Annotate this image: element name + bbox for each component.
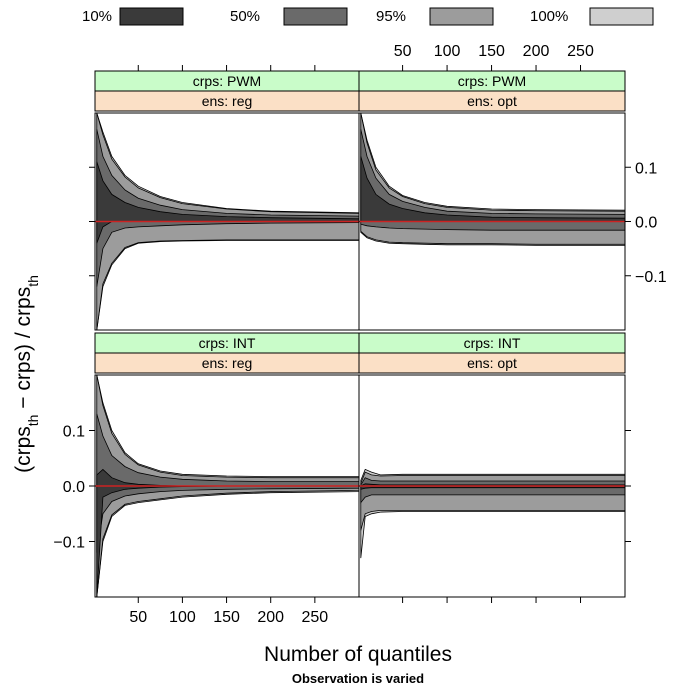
strip-ens-label: ens: opt — [467, 93, 517, 109]
tick-label: 50 — [129, 609, 147, 626]
legend-label: 10% — [82, 8, 112, 25]
tick-label: −0.1 — [53, 535, 85, 552]
tick-label: −0.1 — [635, 269, 667, 286]
tick-label: 250 — [302, 609, 329, 626]
band-50pct — [96, 129, 359, 287]
panel: crps: PWM ens: reg — [94, 70, 360, 331]
legend-label: 50% — [230, 8, 260, 25]
legend-swatch — [283, 7, 348, 26]
strip-ens — [358, 352, 626, 374]
tick-label: 0.1 — [63, 424, 85, 441]
tick-label: 150 — [213, 609, 240, 626]
legend-label: 100% — [530, 8, 568, 25]
tick-label: 200 — [523, 43, 550, 60]
tick-label: 0.0 — [63, 479, 85, 496]
panel-data — [95, 375, 359, 597]
panel-data — [359, 113, 625, 246]
tick-label: 0.1 — [635, 160, 657, 177]
tick-label: 150 — [478, 43, 505, 60]
tick-label: 100 — [169, 609, 196, 626]
panel-data — [359, 468, 625, 559]
strip-crps-label: crps: INT — [199, 335, 256, 351]
tick-label: 0.0 — [635, 215, 657, 232]
band-50pct — [360, 477, 625, 504]
tick-label: 100 — [434, 43, 461, 60]
panel: crps: INT ens: opt — [358, 332, 626, 598]
tick-label: 200 — [257, 609, 284, 626]
legend-swatch — [119, 7, 184, 26]
strip-crps-label: crps: INT — [464, 335, 521, 351]
strip-ens-label: ens: reg — [202, 93, 253, 109]
panel-data — [95, 113, 359, 330]
legend-swatch — [429, 7, 494, 26]
strip-crps-label: crps: PWM — [458, 73, 526, 89]
tick-label: 50 — [394, 43, 412, 60]
strip-ens-label: ens: opt — [467, 355, 517, 371]
legend-label: 95% — [376, 8, 406, 25]
strip-ens — [358, 90, 626, 112]
strip-crps-label: crps: PWM — [193, 73, 261, 89]
x-axis-title: Number of quantiles — [264, 643, 452, 666]
legend-swatch — [589, 7, 654, 26]
chart-subtitle: Observation is varied — [292, 671, 424, 686]
axes: 50 50 100 100 150 150 200 200 250 250 −0.1 −0.1 0.0 0… — [53, 43, 666, 626]
panel: crps: INT ens: reg — [94, 332, 360, 598]
tick-label: 250 — [567, 43, 594, 60]
y-axis-title: (crpsth − crps) / crpsth — [12, 275, 41, 473]
strip-ens-label: ens: reg — [202, 355, 253, 371]
legend: 10% 50% 95% 100% — [82, 7, 654, 26]
panel: crps: PWM ens: opt — [358, 70, 626, 331]
band-50pct — [96, 413, 359, 553]
